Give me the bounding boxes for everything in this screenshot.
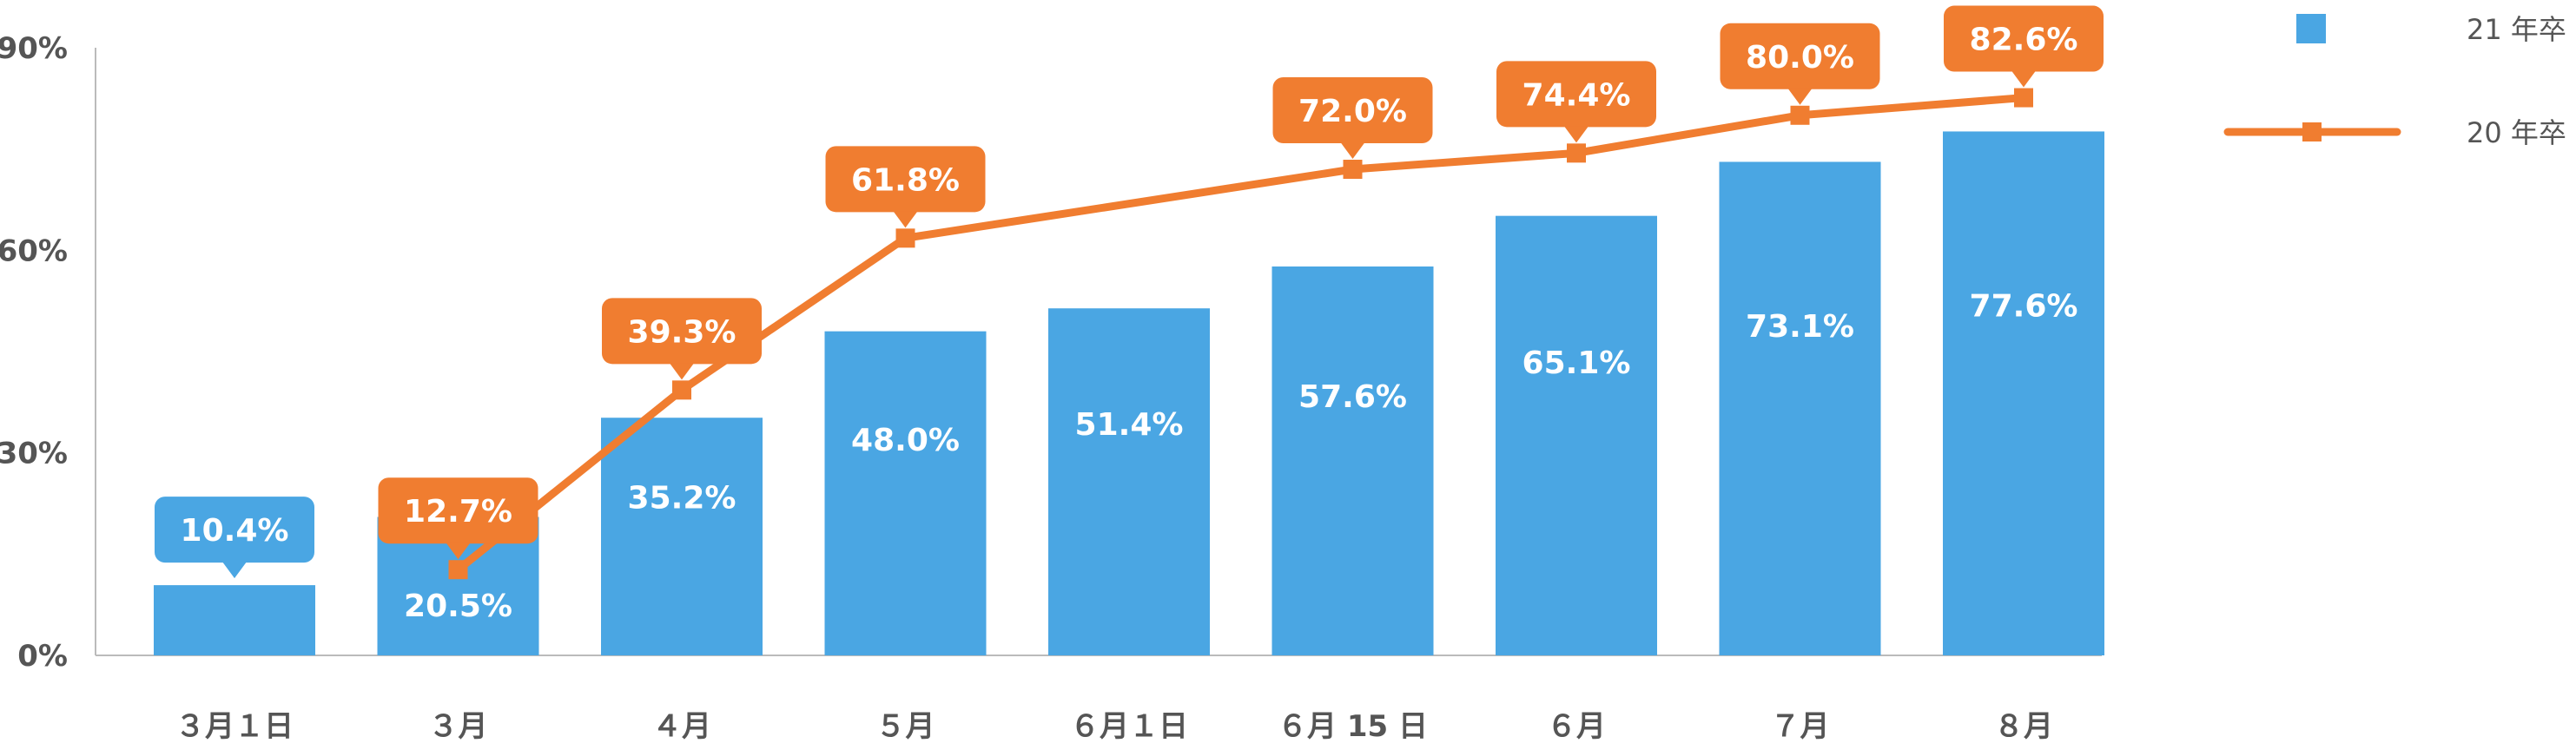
line-marker bbox=[2014, 88, 2033, 108]
line-data-callout-tail bbox=[446, 543, 471, 560]
x-tick-label: ６月１日 bbox=[1070, 709, 1188, 744]
line-marker bbox=[1790, 105, 1810, 125]
bar-data-label: 51.4% bbox=[1075, 407, 1184, 443]
line-marker bbox=[672, 380, 691, 400]
bar-data-label: 20.5% bbox=[404, 589, 512, 624]
x-tick-label: ６月 bbox=[1547, 709, 1606, 744]
line-marker bbox=[1343, 160, 1363, 179]
x-tick-label: ８月 bbox=[1994, 709, 2053, 744]
line-data-callout-box bbox=[602, 298, 762, 365]
line-data-callout-box bbox=[1944, 5, 2104, 72]
x-tick-label: ３月１日 bbox=[175, 709, 294, 744]
bar-data-callout-text: 10.4% bbox=[181, 513, 289, 549]
line-data-callout-text: 80.0% bbox=[1746, 40, 1854, 76]
line-data-callout: 82.6% bbox=[1944, 5, 2104, 88]
line-marker bbox=[448, 560, 468, 580]
line-data-callout-text: 12.7% bbox=[404, 494, 512, 530]
legend: 21 年卒 20 年卒 bbox=[2223, 13, 2566, 149]
legend-line-label: 20 年卒 bbox=[2467, 116, 2566, 149]
x-tick-label: ３月 bbox=[429, 709, 488, 744]
line-data-callout-tail bbox=[2011, 70, 2036, 88]
y-tick-label: 90% bbox=[0, 31, 68, 66]
line-data-callout-tail bbox=[1564, 126, 1589, 143]
bar bbox=[1943, 131, 2104, 655]
chart-axes: 0% 30% 60% 90% ３月１日 ３月 ４月 ５月 ６月１日 ６月 15 日 ６月 ７月 ８月 bbox=[0, 31, 2102, 744]
line-data-callout: 39.3% bbox=[602, 298, 762, 380]
line-data-callout-text: 74.4% bbox=[1522, 77, 1631, 113]
line-data-callout: 80.0% bbox=[1720, 23, 1880, 105]
bar bbox=[601, 418, 763, 655]
line-marker bbox=[1567, 143, 1586, 163]
bar bbox=[1271, 266, 1434, 655]
line-data-callout-text: 82.6% bbox=[1970, 23, 2078, 58]
bar-data-callout: 10.4% bbox=[155, 497, 314, 579]
line-series: 12.7% 39.3% 61.8% 72.0% 74.4% 80.0% 82.6% bbox=[378, 5, 2104, 580]
bar bbox=[154, 585, 315, 655]
bar bbox=[1048, 308, 1210, 655]
bar-data-label: 48.0% bbox=[851, 423, 960, 458]
bar-data-label: 57.6% bbox=[1298, 379, 1407, 415]
x-tick-label: ６月 15 日 bbox=[1278, 709, 1428, 744]
line-data-callout: 12.7% bbox=[378, 477, 538, 560]
line-data-callout-text: 39.3% bbox=[628, 314, 736, 350]
line-data-callout-tail bbox=[1787, 88, 1813, 105]
line-data-callout-box bbox=[825, 146, 986, 213]
line-data-callout: 72.0% bbox=[1272, 77, 1433, 159]
line-data-callout-text: 61.8% bbox=[851, 162, 960, 198]
bar-series: 10.4% 20.5% 35.2% 48.0% 51.4% 57.6% 65.1% 73.1%… bbox=[154, 131, 2104, 655]
y-tick-label: 30% bbox=[0, 437, 68, 471]
bar-data-callout-tail bbox=[222, 562, 247, 579]
legend-line-marker bbox=[2302, 122, 2322, 141]
bar bbox=[1719, 161, 1881, 655]
bar-data-label: 73.1% bbox=[1746, 309, 1854, 345]
bar-data-callout-box bbox=[155, 497, 314, 563]
bar bbox=[1496, 215, 1657, 655]
bar-data-label: 35.2% bbox=[628, 481, 736, 516]
bar-data-label: 65.1% bbox=[1522, 345, 1631, 381]
line-data-callout-text: 72.0% bbox=[1298, 94, 1407, 129]
line-data-callout-tail bbox=[1340, 142, 1365, 159]
legend-bar-swatch bbox=[2296, 14, 2326, 43]
legend-bar-label: 21 年卒 bbox=[2467, 13, 2566, 46]
line-data-callout-box bbox=[378, 477, 538, 544]
line-data-callout-box bbox=[1496, 61, 1656, 128]
x-tick-label: ５月 bbox=[876, 709, 935, 744]
bar-data-label: 77.6% bbox=[1970, 289, 2078, 325]
line-marker bbox=[895, 228, 915, 248]
line-data-callout: 74.4% bbox=[1496, 61, 1656, 143]
y-tick-label: 0% bbox=[17, 639, 68, 674]
x-tick-label: ７月 bbox=[1771, 709, 1830, 744]
line-data-callout-box bbox=[1720, 23, 1880, 89]
line-data-callout-tail bbox=[670, 363, 694, 380]
bar bbox=[824, 331, 987, 655]
y-tick-label: 60% bbox=[0, 234, 68, 268]
line-data-callout-tail bbox=[893, 211, 918, 228]
line-data-callout-box bbox=[1272, 77, 1433, 143]
x-tick-label: ４月 bbox=[652, 709, 711, 744]
line-data-callout: 61.8% bbox=[825, 146, 986, 228]
